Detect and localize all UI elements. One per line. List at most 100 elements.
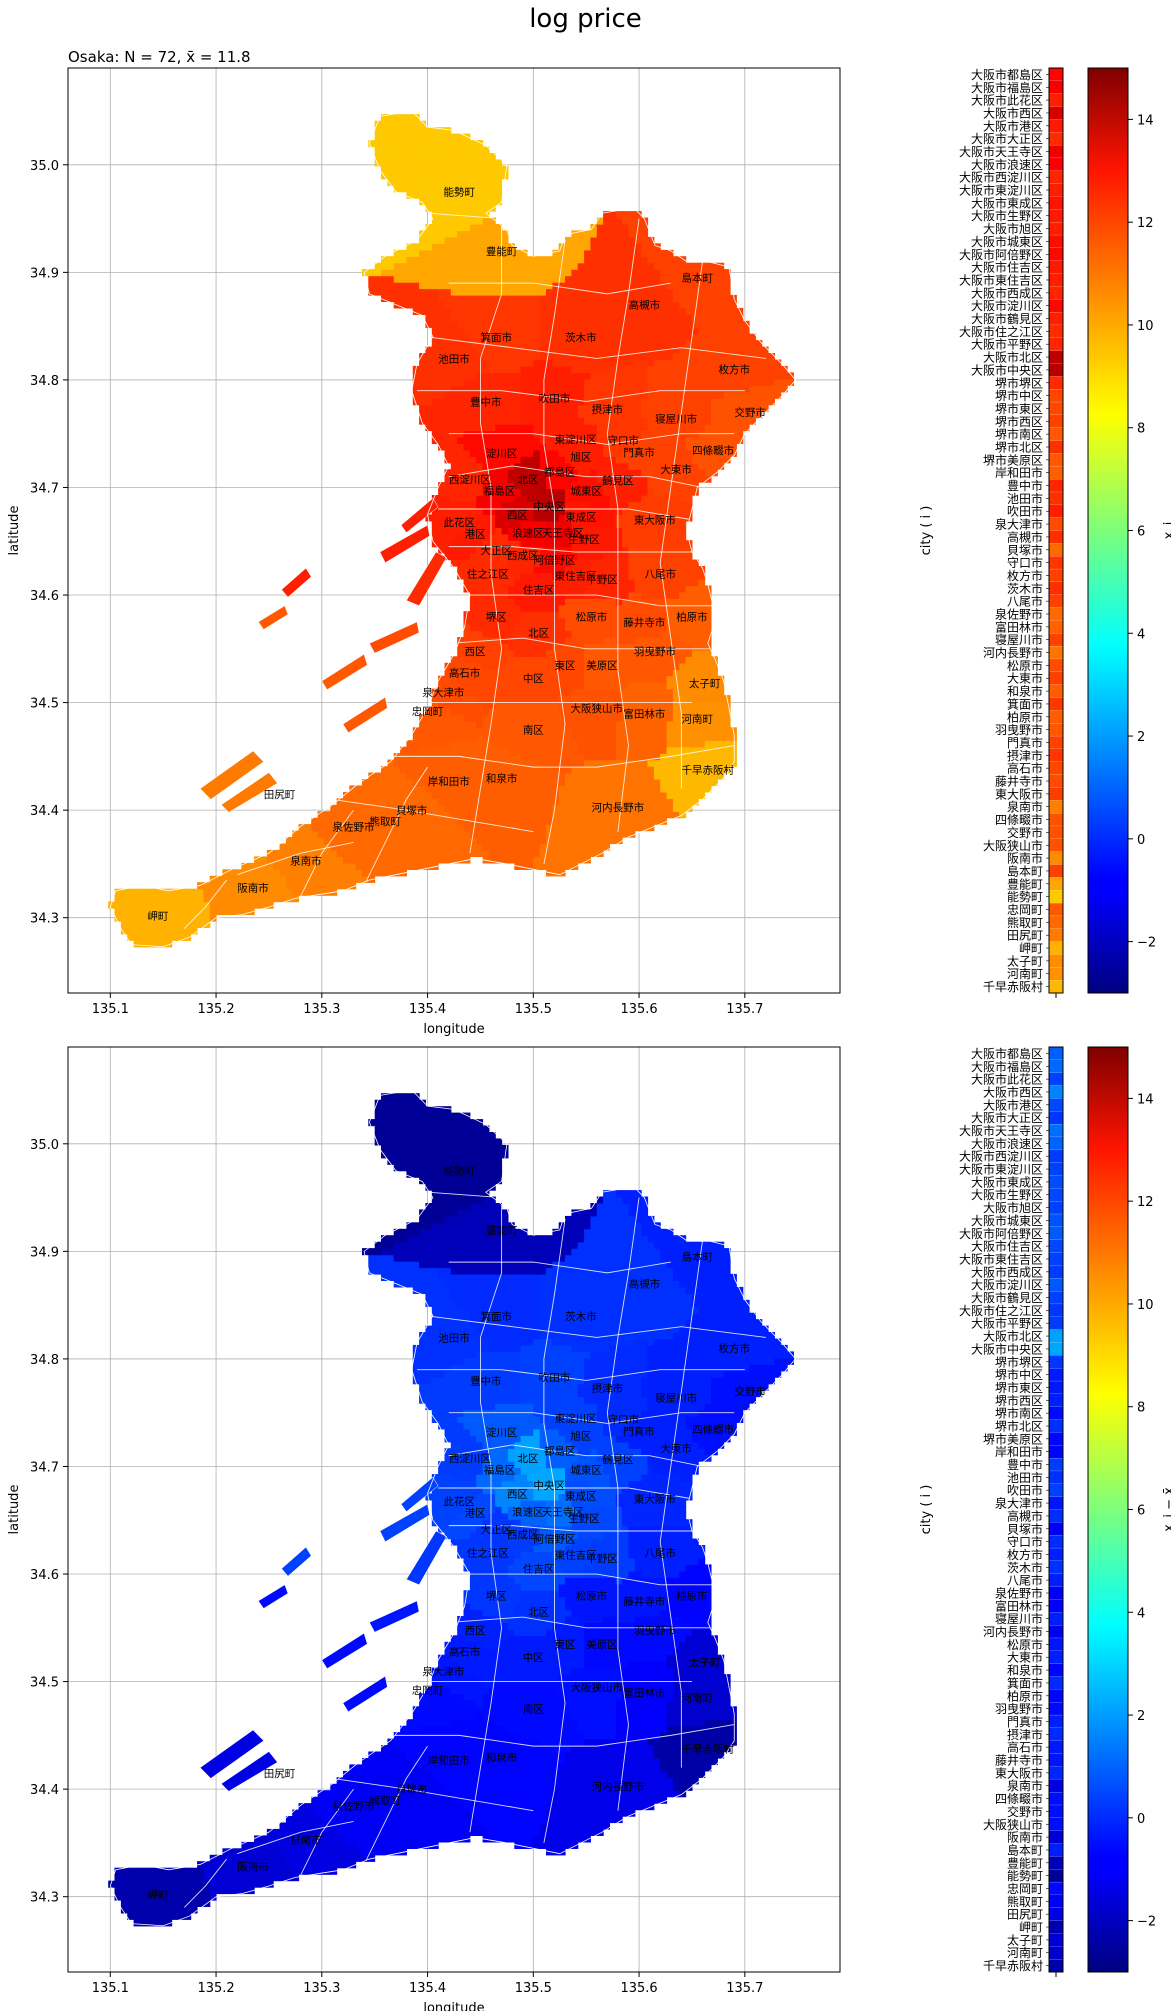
map-cell [653,572,661,580]
map-cell [704,320,712,328]
map-cell [374,817,382,825]
map-cell [666,340,674,348]
map-cell [457,230,465,238]
map-cell [488,449,496,457]
map-cell [438,766,445,774]
map-cell [571,624,579,632]
map-cell [527,417,534,425]
map-cell [539,862,547,870]
map-cell [622,708,629,716]
map-cell [660,804,668,812]
map-cell [565,482,572,490]
map-cell [463,772,471,780]
map-cell [450,720,458,728]
map-cell [685,662,693,670]
map-cell [457,553,465,561]
map-cell [685,372,693,380]
map-cell [780,365,788,373]
map-cell [717,404,725,412]
map-cell [469,533,477,541]
map-cell [609,669,617,677]
map-cell [584,566,591,574]
map-cell [330,817,338,825]
map-cell [730,746,737,754]
map-cell [584,617,591,625]
map-cell [393,811,401,819]
map-cell [507,346,515,354]
map-cell [660,430,668,438]
map-cell [584,294,591,302]
map-cell [672,294,680,302]
map-cell [343,875,350,883]
map-cell [641,398,649,406]
map-cell [501,256,509,264]
map-cell [622,391,629,399]
map-cell [647,256,655,264]
map-cell [596,424,604,432]
map-cell [520,843,528,851]
map-cell [634,798,642,806]
map-cell [533,559,541,567]
map-cell [571,404,579,412]
map-cell [672,282,680,290]
map-cell [711,766,718,774]
map-cell [507,791,515,799]
map-cell [501,514,509,522]
map-cell [400,856,407,864]
map-cell [698,443,706,451]
map-cell [450,288,458,296]
map-cell [565,720,572,728]
map-cell [457,527,465,535]
map-cell [482,340,490,348]
map-cell [698,456,706,464]
map-cell [527,385,534,393]
map-cell [501,443,509,451]
map-cell [114,901,122,909]
map-cell [584,378,591,386]
map-cell [685,443,693,451]
map-cell [660,578,668,586]
map-cell [653,598,661,606]
map-cell [463,753,471,761]
map-cell [539,398,547,406]
map-cell [691,617,699,625]
map-cell [615,766,623,774]
map-cell [476,436,484,444]
map-cell [488,746,496,754]
map-cell [679,727,687,735]
map-cell [577,733,585,741]
map-cell [368,804,376,812]
map-cell [463,798,471,806]
map-cell [387,798,395,806]
map-cell [704,727,712,735]
map-cell [463,365,471,373]
map-cell [653,353,661,361]
map-cell [476,456,484,464]
map-cell [672,798,680,806]
map-cell [463,727,471,735]
map-cell [362,817,369,825]
map-cell [672,578,680,586]
map-cell [660,436,668,444]
map-cell [628,533,636,541]
map-cell [711,307,718,315]
map-cell [742,378,750,386]
map-cell [717,314,725,322]
map-cell [603,649,610,657]
map-cell [450,385,458,393]
map-cell [507,611,515,619]
map-cell [577,320,585,328]
map-cell [533,346,541,354]
map-cell [672,288,680,296]
map-cell [546,688,553,696]
map-cell [672,714,680,722]
map-cell [393,785,401,793]
map-cell [590,585,598,593]
map-cell [558,262,566,270]
map-cell [565,553,572,561]
map-cell [647,811,655,819]
map-cell [539,488,547,496]
map-cell [717,449,725,457]
map-cell [577,327,585,335]
map-cell [571,695,579,703]
